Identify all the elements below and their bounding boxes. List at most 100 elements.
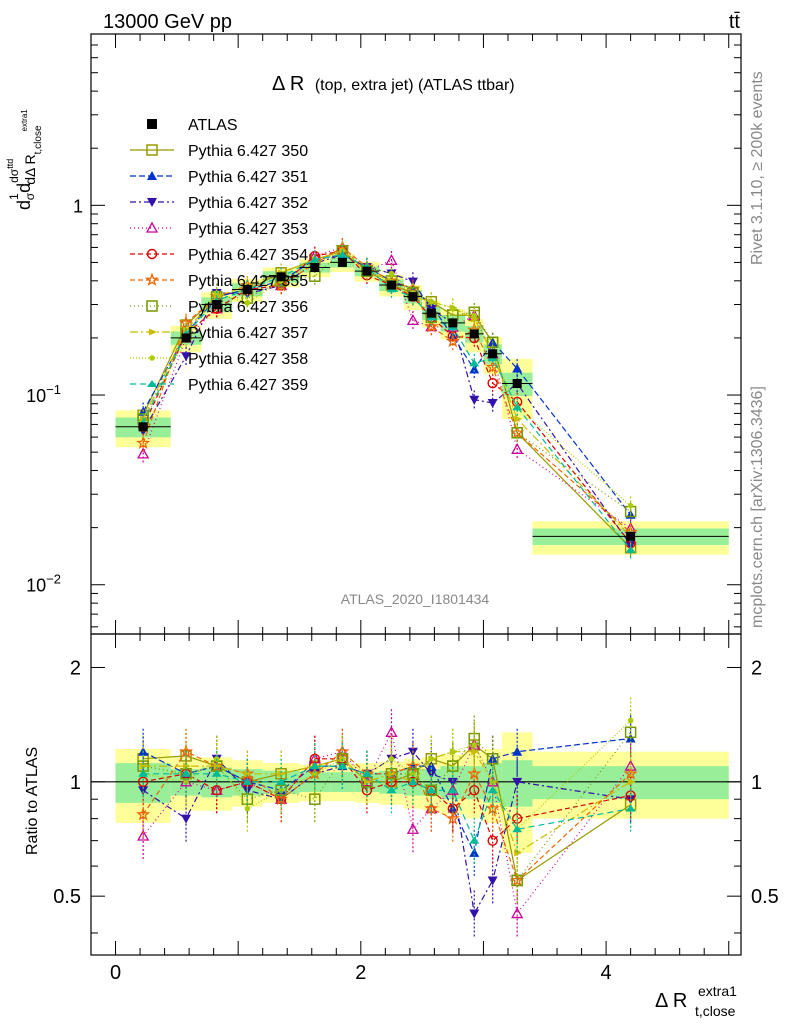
series-ratio-point [487,753,498,763]
series-point [486,336,499,349]
ylabel-dsigma: dσ [7,168,21,183]
series-ratio-point [388,756,395,762]
chart-title: Δ R (top, extra jet) (ATLAS ttbar) [272,73,515,95]
legend-marker [144,272,160,286]
series-line [142,253,632,546]
series-ratio-point [178,744,194,758]
series-ratio-point [136,807,151,821]
series-point [424,319,439,333]
series-ratio-point [406,822,420,834]
chart-title-rest: (top, extra jet) (ATLAS ttbar) [315,77,515,94]
series-point [388,270,395,277]
main-data-layer [115,257,729,541]
series-point [511,427,523,439]
series-ratio-point [278,770,287,778]
series-ratio-point [181,769,192,777]
series-point [471,312,478,319]
data-point [242,284,252,294]
series-point [406,314,420,326]
series-ratio-point [244,770,253,778]
series-ratio-point [137,829,150,841]
series-ratio-point [410,771,416,777]
process-label: tt̄ [729,11,741,33]
series-line [142,250,631,507]
series-point [511,442,524,454]
ratio-axis-ticks [90,634,741,955]
series-ratio-point [426,769,437,779]
legend-label: Pythia 6.427 356 [188,299,308,316]
data-point [408,292,418,302]
series-ratio-point [386,786,397,794]
series-point [137,447,150,459]
x-tick-labels: 0 2 4 [110,962,612,984]
x-axis-title-sub: t,close [695,1003,736,1019]
series-point [487,399,498,409]
series-ratio-point [274,791,289,806]
series-point [514,415,523,423]
series-point [512,403,523,411]
series-ratio-point [424,801,439,815]
series-point [469,395,480,405]
mcplots-label: mcplots.cern.ch [arXiv:1306.3436] [749,386,766,628]
ylabel-d2: d [14,183,34,193]
legend-marker [147,380,157,387]
series-ratio-point [511,907,524,919]
series-point [445,333,460,348]
data-point [448,318,458,328]
series-point [181,352,192,362]
legend-marker-atlas [147,119,157,129]
series-ratio-point [489,779,496,785]
series-ratio-point [627,778,636,786]
ylabel-ddr: dΔ R [22,154,38,184]
y-tick-label: 10−1 [26,382,61,406]
main-y-tick-labels: 1 10−1 10−2 [26,196,83,595]
ylabel-sigma: σ [23,192,37,200]
legend-marker [145,221,159,233]
data-point [488,349,498,359]
legend-label: Pythia 6.427 354 [188,247,308,264]
series-ratio-point [485,801,500,815]
ylabel-tclose: t,close [33,125,44,154]
series-point [244,300,251,306]
series-ratio-point [213,762,222,770]
series-ratio-point [450,748,456,755]
legend-label: Pythia 6.427 353 [188,221,308,238]
legend-marker [149,328,157,336]
ratio-series-layer [136,697,638,937]
series-ratio-point [388,770,397,778]
data-point [276,272,286,282]
x-tick-label: 4 [601,962,612,984]
series-point [625,545,636,553]
x-axis-title-sup: extra1 [698,983,737,999]
legend: ATLAS Pythia 6.427 350 Pythia 6.427 351 Pyt… [130,117,308,394]
data-point [469,329,479,339]
legend-label: Pythia 6.427 350 [188,143,308,160]
series-ratio-point [512,825,523,833]
series-ratio-point [428,756,435,762]
ratio-y-tick-label-right: 1 [751,772,762,794]
series-ratio-point [469,836,480,844]
series-ratio-point [309,793,321,805]
data-point [362,266,372,276]
rivet-version-label: Rivet 3.1.10, ≥ 200k events [749,71,766,265]
series-ratio-point [211,769,222,777]
series-ratio-point [276,777,287,785]
energy-label: 13000 GeV pp [103,11,232,33]
x-tick-label: 0 [110,962,121,984]
data-point [138,422,148,432]
series-ratio-point [137,776,149,788]
series-ratio-point [361,769,372,777]
legend-label: Pythia 6.427 358 [188,351,308,368]
ylabel-extra1: extra1 [20,109,29,132]
ratio-y-tick-label: 2 [70,657,81,679]
legend-label: Pythia 6.427 355 [188,273,308,290]
legend-marker [149,355,155,361]
data-point [626,531,636,541]
series-ratio-point [426,786,437,794]
legend-label: Pythia 6.427 351 [188,169,308,186]
series-ratio-point [512,746,523,756]
legend-label: Pythia 6.427 359 [188,377,308,394]
legend-marker [146,144,158,156]
